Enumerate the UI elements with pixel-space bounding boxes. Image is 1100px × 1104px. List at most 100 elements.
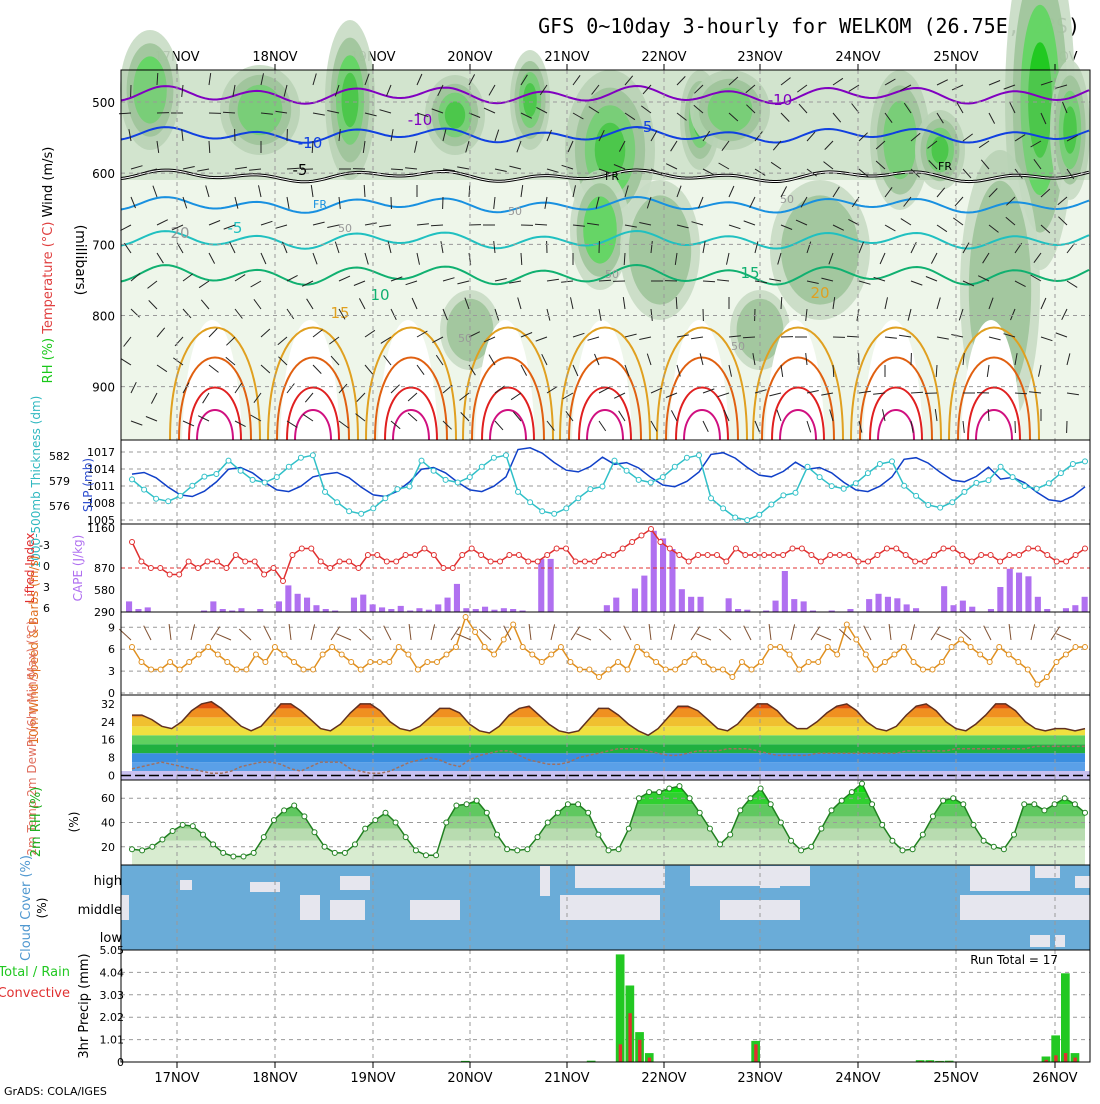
lifted-index-line-point bbox=[743, 553, 748, 558]
lifted-index-line-point bbox=[186, 559, 191, 564]
thickness-line-point bbox=[443, 477, 448, 482]
rh-line-point bbox=[890, 838, 895, 843]
lifted-index-line-point bbox=[611, 553, 616, 558]
surface-barb bbox=[169, 624, 171, 640]
cape-bar bbox=[951, 605, 957, 612]
convective-label: Convective bbox=[0, 986, 70, 1001]
ylabel: 3hr Precip (mm) bbox=[77, 953, 92, 1058]
lifted-index-line-point bbox=[356, 566, 361, 571]
lifted-index-line-point bbox=[318, 559, 323, 564]
cape-bar bbox=[1035, 597, 1041, 612]
surface-barb bbox=[911, 624, 915, 640]
left-tick: 579 bbox=[49, 475, 70, 488]
lifted-index-line-point bbox=[224, 566, 229, 571]
thickness-line-point bbox=[528, 500, 533, 505]
cape-bar bbox=[360, 595, 366, 612]
thickness-line-point bbox=[516, 489, 521, 494]
rh-line-point bbox=[413, 848, 418, 853]
wind-speed-line-point bbox=[911, 660, 916, 665]
cape-bar bbox=[885, 597, 891, 612]
lifted-index-line-point bbox=[130, 540, 135, 545]
wind-speed-line-point bbox=[568, 660, 573, 665]
thickness-line-point bbox=[890, 459, 895, 464]
wind-speed-line-point bbox=[206, 645, 211, 650]
cloud-fraction bbox=[560, 895, 660, 920]
rh-line-point bbox=[231, 854, 236, 859]
surface-barb bbox=[336, 634, 351, 640]
thickness-line-point bbox=[1058, 471, 1063, 476]
ylabel-right: SLP (mb) bbox=[81, 458, 95, 512]
wind-speed-line-point bbox=[368, 660, 373, 665]
surface-barb bbox=[889, 624, 891, 640]
rh-line-point bbox=[424, 853, 429, 858]
lifted-index-line-point bbox=[950, 546, 955, 551]
rh-line-point bbox=[383, 810, 388, 815]
temp-band bbox=[121, 708, 1090, 717]
lifted-index-line-point bbox=[715, 553, 720, 558]
thickness-line-point bbox=[226, 458, 231, 463]
rh-line-point bbox=[697, 810, 702, 815]
contour-label: 50 bbox=[605, 268, 619, 281]
lifted-index-line-point bbox=[799, 546, 804, 551]
lifted-index-line-point bbox=[498, 559, 503, 564]
rh-line-point bbox=[616, 847, 621, 852]
cape-bar bbox=[1025, 576, 1031, 612]
rh-line-point bbox=[312, 830, 317, 835]
thickness-line-point bbox=[986, 478, 991, 483]
thickness-line-point bbox=[142, 487, 147, 492]
thickness-line-point bbox=[154, 496, 159, 501]
wind-speed-line-point bbox=[816, 660, 821, 665]
thickness-line-point bbox=[202, 474, 207, 479]
ytick: 40 bbox=[101, 817, 115, 830]
rh-line-point bbox=[363, 826, 368, 831]
wind-speed-line-point bbox=[377, 660, 382, 665]
cloud-fraction bbox=[575, 866, 665, 888]
thickness-line-point bbox=[491, 455, 496, 460]
ytick: 16 bbox=[101, 734, 115, 747]
lifted-index-line-point bbox=[413, 553, 418, 558]
bottom-date-label: 21NOV bbox=[544, 1071, 589, 1086]
wind-speed-line-point bbox=[987, 660, 992, 665]
top-date-label: 24NOV bbox=[835, 50, 880, 65]
bottom-date-label: 22NOV bbox=[641, 1071, 686, 1086]
right-tick: 580 bbox=[94, 584, 115, 597]
cape-bar bbox=[548, 559, 554, 612]
lifted-index-line-point bbox=[884, 546, 889, 551]
rh-line-point bbox=[687, 796, 692, 801]
thickness-line-point bbox=[359, 511, 364, 516]
wind-speed-line-point bbox=[739, 660, 744, 665]
precip-conv-bar bbox=[754, 1044, 757, 1062]
rh-line-point bbox=[160, 837, 165, 842]
thickness-line-point bbox=[540, 509, 545, 514]
thickness-line-point bbox=[419, 458, 424, 463]
thickness-line-point bbox=[612, 458, 617, 463]
cape-bar bbox=[482, 607, 488, 612]
lifted-index-line-point bbox=[394, 559, 399, 564]
left-tick: 0 bbox=[43, 560, 50, 573]
cape-bar bbox=[660, 538, 666, 612]
cape-bar bbox=[351, 598, 357, 612]
thickness-line-point bbox=[865, 471, 870, 476]
cape-bar bbox=[941, 586, 947, 612]
lifted-index-line-point bbox=[875, 553, 880, 558]
cape-bar bbox=[398, 606, 404, 612]
wind-speed-line-point bbox=[435, 660, 440, 665]
thickness-line-point bbox=[383, 496, 388, 501]
cape-bar bbox=[1016, 573, 1022, 612]
thickness-line-point bbox=[684, 455, 689, 460]
rh-line-point bbox=[484, 810, 489, 815]
ytick: 0 bbox=[108, 770, 115, 783]
run-total-label: Run Total = 17 bbox=[970, 953, 1058, 967]
cape-bar bbox=[538, 559, 544, 612]
temp-band bbox=[121, 726, 1090, 735]
wind-speed-line-point bbox=[292, 660, 297, 665]
lifted-index-line-point bbox=[139, 559, 144, 564]
surface-barb bbox=[409, 624, 411, 640]
lifted-index-line-point bbox=[365, 553, 370, 558]
surface-barb bbox=[691, 627, 700, 640]
wind-speed-line-point bbox=[1063, 652, 1068, 657]
wind-speed-line-point bbox=[787, 652, 792, 657]
cape-bar bbox=[285, 585, 291, 612]
